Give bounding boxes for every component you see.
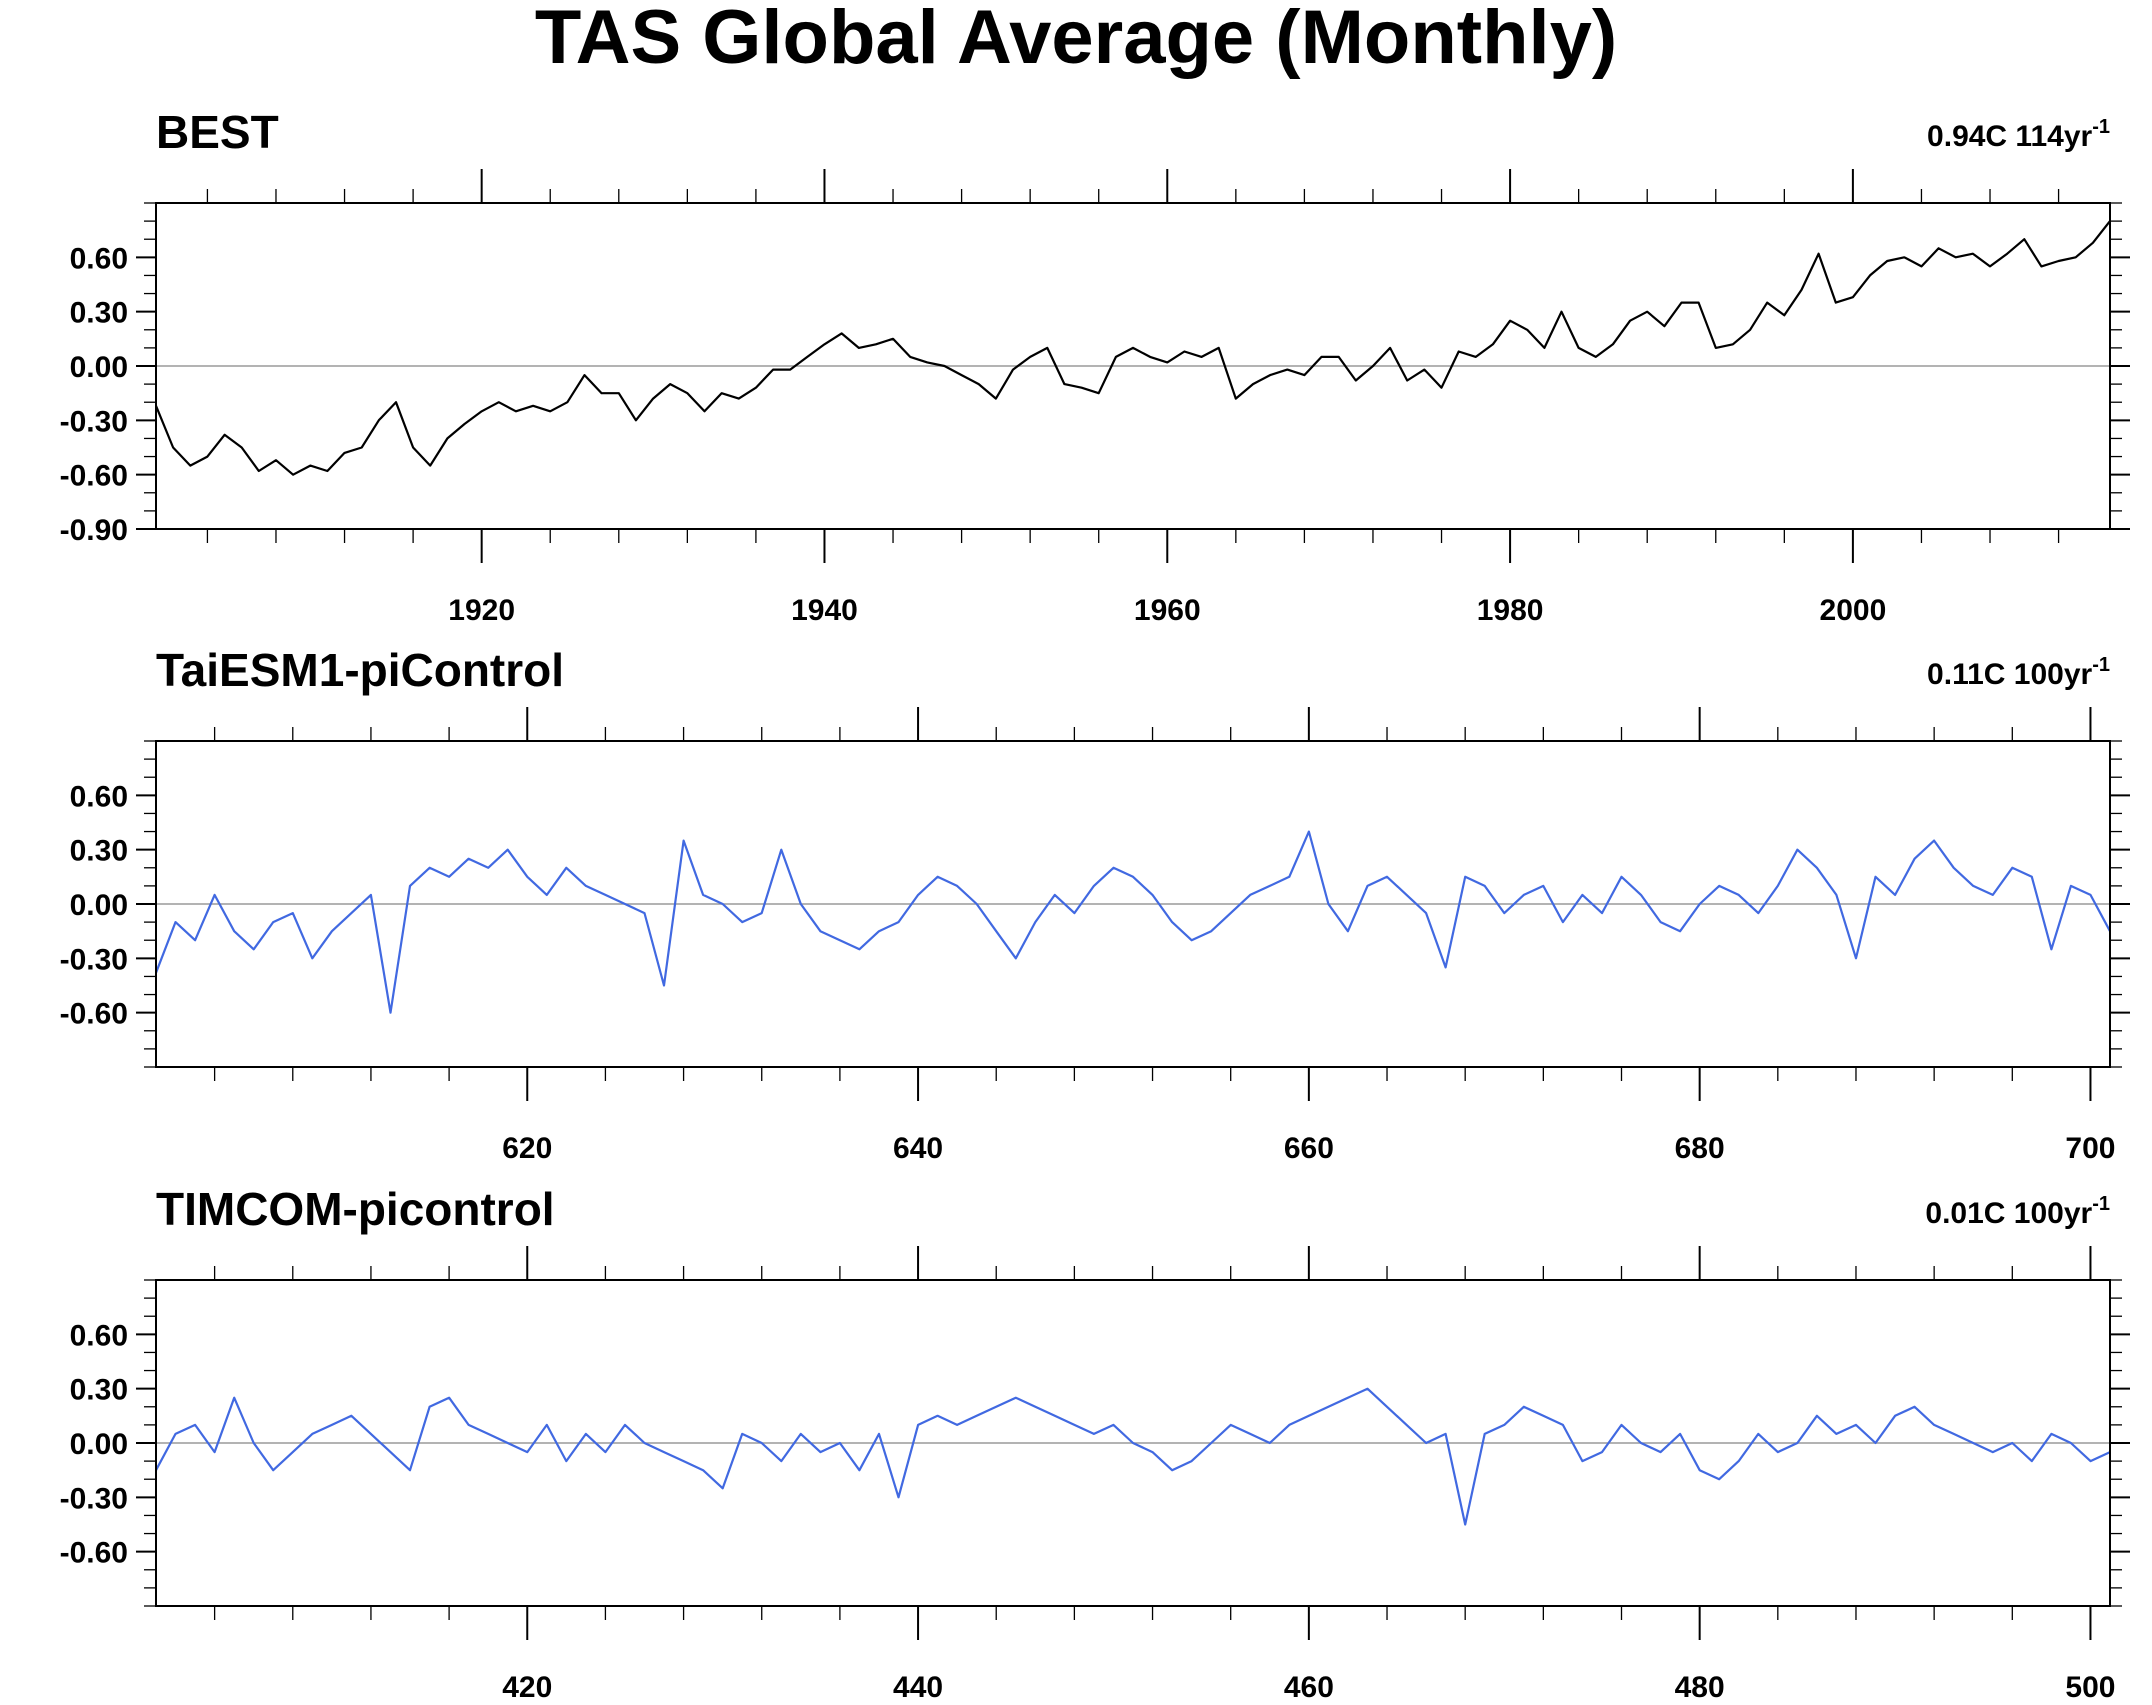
x-tick-label: 440	[893, 1671, 943, 1704]
y-tick-label: 0.30	[70, 835, 128, 868]
x-tick-label: 1980	[1477, 594, 1544, 627]
x-tick-label: 640	[893, 1132, 943, 1165]
trend-label: 0.11C 100yr-1	[1927, 654, 2110, 691]
y-tick-label: -0.60	[60, 1537, 128, 1570]
y-tick-label: -0.60	[60, 460, 128, 493]
y-tick-label: 0.30	[70, 1374, 128, 1407]
y-tick-label: 0.60	[70, 242, 128, 275]
panel-title: BEST	[156, 106, 279, 158]
x-tick-label: 1940	[791, 594, 858, 627]
plot-frame	[155, 1279, 2111, 1607]
trend-label: 0.94C 114yr-1	[1927, 116, 2110, 153]
y-tick-label: -0.60	[60, 998, 128, 1031]
panel-title: TaiESM1-piControl	[156, 644, 564, 696]
x-tick-label: 680	[1675, 1132, 1725, 1165]
x-tick-label: 620	[502, 1132, 552, 1165]
y-tick-label: 0.00	[70, 889, 128, 922]
panel-title: TIMCOM-picontrol	[156, 1183, 555, 1235]
trend-label: 0.01C 100yr-1	[1925, 1193, 2110, 1230]
y-tick-label: 0.30	[70, 297, 128, 330]
x-tick-label: 420	[502, 1671, 552, 1704]
y-tick-label: -0.30	[60, 1482, 128, 1515]
x-tick-label: 1960	[1134, 594, 1201, 627]
x-tick-label: 660	[1284, 1132, 1334, 1165]
y-tick-label: -0.30	[60, 943, 128, 976]
x-tick-label: 460	[1284, 1671, 1334, 1704]
plot-frame	[155, 202, 2111, 530]
x-tick-label: 1920	[448, 594, 515, 627]
y-tick-label: 0.00	[70, 1428, 128, 1461]
x-tick-label: 700	[2065, 1132, 2115, 1165]
series-line	[154, 220, 2111, 476]
x-tick-label: 500	[2065, 1671, 2115, 1704]
y-tick-label: 0.00	[70, 351, 128, 384]
series-line	[154, 830, 2111, 1014]
figure-title: TAS Global Average (Monthly)	[534, 0, 1618, 80]
series-line	[155, 1387, 2111, 1526]
y-tick-label: -0.30	[60, 405, 128, 438]
y-tick-label: -0.90	[60, 514, 128, 547]
y-tick-label: 0.60	[70, 780, 128, 813]
x-tick-label: 2000	[1820, 594, 1887, 627]
x-tick-label: 480	[1675, 1671, 1725, 1704]
y-tick-label: 0.60	[70, 1319, 128, 1352]
plot-frame	[155, 740, 2111, 1068]
